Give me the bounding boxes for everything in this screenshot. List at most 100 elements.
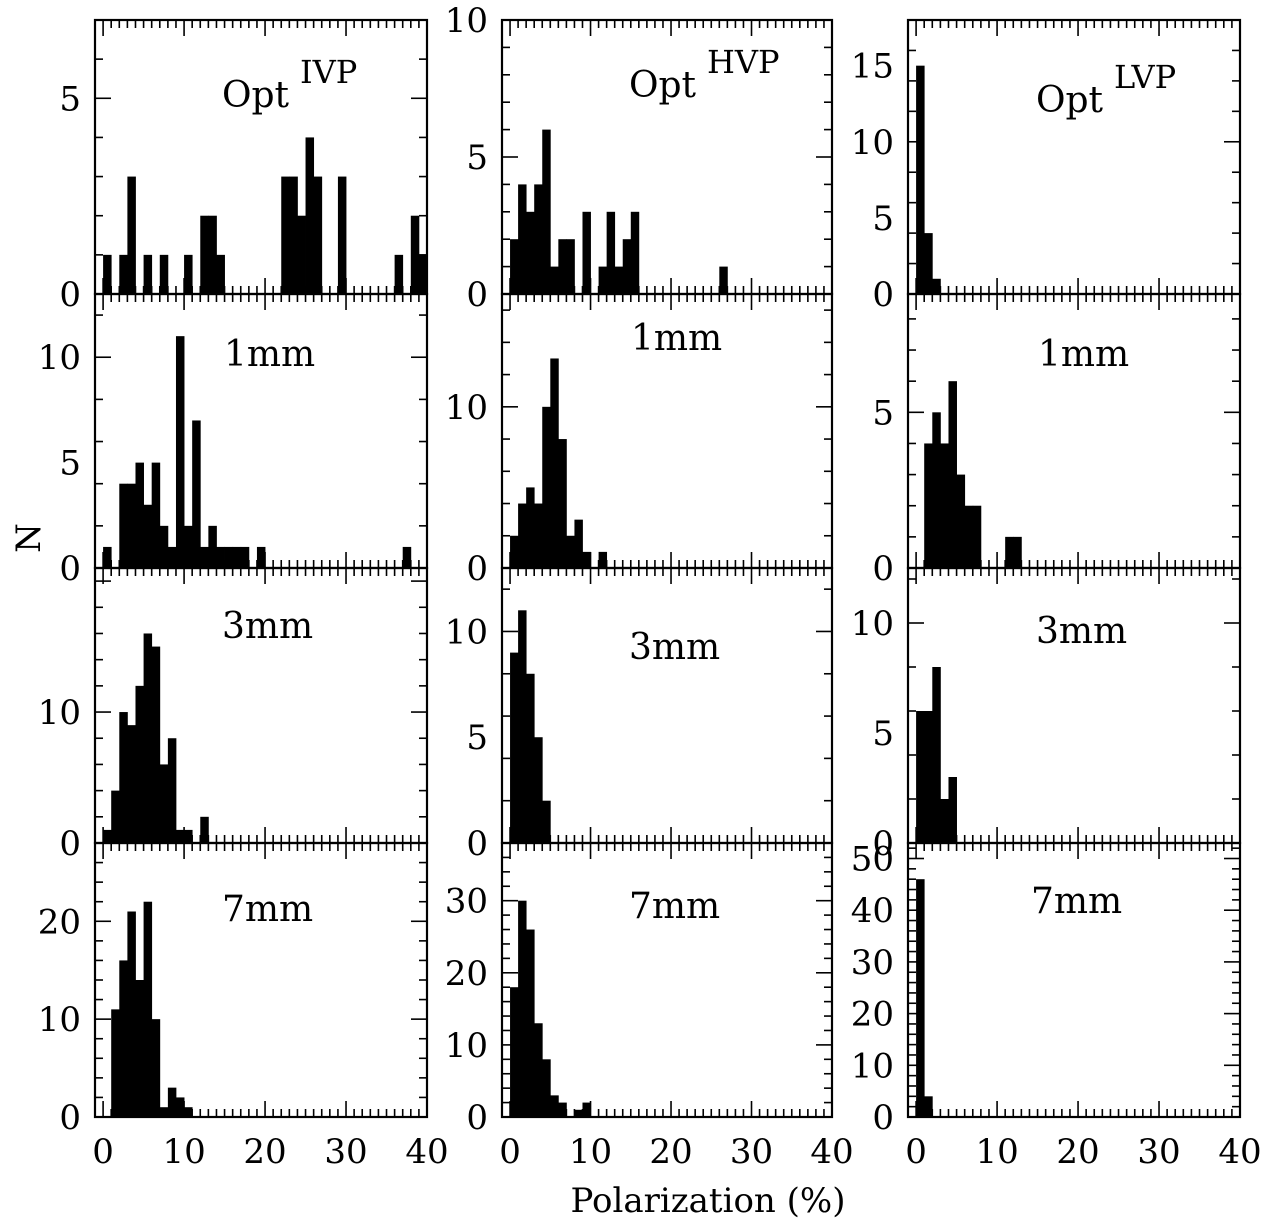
x-tick-label: 30 (1137, 1132, 1180, 1172)
panel-frame (93, 841, 429, 1119)
x-tick-label: 20 (649, 1132, 692, 1172)
y-tick-label: 5 (466, 718, 488, 758)
y-tick-label: 0 (872, 275, 894, 315)
y-tick-label: 10 (38, 693, 81, 733)
histogram-bar (558, 1102, 567, 1117)
histogram-bar (582, 211, 591, 294)
histogram-bar (582, 1102, 591, 1117)
y-tick-label: 5 (872, 199, 894, 239)
panel-3-1: 0 10 20 30 0 10 20 30 40 7mm (445, 841, 854, 1172)
histogram-bar (159, 1107, 169, 1117)
histogram-bar (127, 483, 136, 568)
histogram-bar (518, 610, 527, 843)
histogram-bar (159, 525, 169, 568)
histogram-bar (151, 646, 161, 843)
histogram-bar (940, 443, 949, 568)
panel-title: Opt (1036, 80, 1104, 121)
histogram-bar (127, 176, 136, 294)
histogram-bar (240, 546, 250, 568)
y-tick-label: 0 (872, 824, 894, 864)
x-tick-label: 10 (162, 1132, 205, 1172)
x-tick-label: 40 (405, 1132, 448, 1172)
panel-2-2: 0 5 10 3mm (851, 566, 1242, 864)
y-tick-label: 5 (466, 138, 488, 178)
histogram-bar (281, 176, 290, 294)
panel-title: Opt (222, 75, 290, 116)
histogram-bar (964, 505, 974, 568)
histogram-bar (313, 176, 323, 294)
histogram-bar (916, 711, 925, 843)
y-tick-label: 10 (445, 612, 488, 652)
histogram-bar (542, 129, 551, 294)
histogram-bar (534, 503, 543, 568)
y-tick-label: 10 (38, 1000, 81, 1040)
histogram-bar (175, 1097, 185, 1117)
histogram-bar (184, 829, 193, 843)
histogram-bar (135, 462, 144, 568)
histogram-bar (550, 358, 559, 568)
histogram-bar (510, 652, 519, 843)
x-tick-label: 40 (1218, 1132, 1261, 1172)
y-tick-label: 0 (466, 1098, 488, 1138)
histogram-bar (143, 504, 153, 568)
histogram-bar (103, 829, 112, 843)
histogram-bar (526, 211, 535, 294)
panel-title: 1mm (224, 334, 315, 375)
histogram-bar (518, 184, 527, 294)
histogram-bar (135, 685, 144, 843)
panel-frame (906, 566, 1242, 845)
histogram-bar (924, 711, 933, 843)
y-tick-label: 0 (872, 549, 894, 589)
histogram-bar (119, 712, 128, 843)
histogram-bar (418, 254, 428, 294)
y-tick-label: 0 (59, 1098, 81, 1138)
histogram-bar (956, 474, 966, 568)
y-tick-label: 10 (445, 388, 488, 428)
y-tick-label: 5 (59, 444, 81, 484)
histogram-bar (103, 254, 112, 294)
panel-title-superscript: HVP (707, 43, 780, 81)
histogram-bar (159, 764, 169, 843)
histogram-bar (614, 266, 624, 294)
y-axis-label: N (9, 523, 49, 553)
panel-0-0: 0 5 Opt IVP (59, 18, 429, 315)
x-tick-label: 10 (975, 1132, 1018, 1172)
panel-title-superscript: IVP (300, 53, 357, 91)
panel-frame (93, 18, 429, 296)
y-tick-label: 0 (59, 549, 81, 589)
y-tick-label: 5 (872, 393, 894, 433)
y-tick-label: 10 (38, 338, 81, 378)
histogram-bar (719, 266, 728, 294)
panel-title: 7mm (629, 886, 720, 927)
y-tick-label: 10 (851, 604, 894, 644)
histogram-bar (402, 546, 412, 568)
panel-3-0: 0 10 20 0 10 20 30 40 7mm (38, 841, 449, 1172)
x-axis-label: Polarization (%) (571, 1181, 846, 1221)
histogram-bar (184, 525, 193, 568)
histogram-bar (232, 546, 242, 568)
histogram-bar (574, 1109, 583, 1117)
histogram-bar (948, 381, 957, 568)
y-tick-label: 5 (872, 714, 894, 754)
histogram-bar (940, 799, 949, 843)
histogram-bar (630, 211, 640, 294)
panel-title: 3mm (1036, 611, 1127, 652)
histogram-bar (337, 176, 347, 294)
histogram-bar (534, 184, 543, 294)
panel-frame (500, 566, 834, 845)
panel-1-1: 0 10 1mm (445, 292, 834, 589)
histogram-bar (167, 1087, 177, 1117)
histogram-bar (410, 215, 420, 294)
histogram-bar (542, 1059, 551, 1117)
histogram-bar (932, 667, 941, 843)
histogram-bar (135, 980, 144, 1117)
histogram-bar (550, 1095, 559, 1117)
histogram-bar (111, 1009, 120, 1117)
histogram-bar (143, 633, 153, 843)
histogram-bar (159, 254, 169, 294)
histogram-bar (119, 483, 128, 568)
y-tick-label: 0 (59, 824, 81, 864)
histogram-bar (167, 738, 177, 843)
histogram-bar (558, 239, 567, 294)
